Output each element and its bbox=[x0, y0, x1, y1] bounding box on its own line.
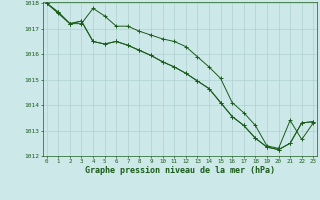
X-axis label: Graphe pression niveau de la mer (hPa): Graphe pression niveau de la mer (hPa) bbox=[85, 166, 275, 175]
